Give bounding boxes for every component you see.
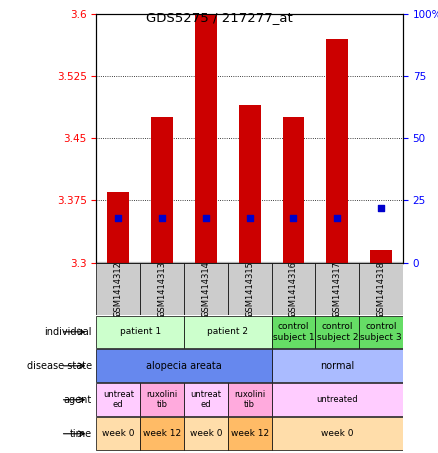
Text: agent: agent	[64, 395, 92, 405]
Bar	[272, 315, 315, 348]
Text: GSM1414318: GSM1414318	[377, 261, 385, 317]
Bar	[140, 383, 184, 416]
Text: week 12: week 12	[143, 429, 181, 438]
Text: control
subject 3: control subject 3	[360, 322, 402, 342]
Text: GDS5275 / 217277_at: GDS5275 / 217277_at	[145, 11, 293, 24]
Bar	[315, 315, 359, 348]
Bar	[96, 263, 140, 315]
Text: GSM1414316: GSM1414316	[289, 261, 298, 317]
Text: alopecia areata: alopecia areata	[146, 361, 222, 371]
Point	[334, 214, 341, 222]
Bar	[272, 383, 403, 416]
Text: untreated: untreated	[316, 395, 358, 404]
Text: normal: normal	[320, 361, 354, 371]
Text: week 0: week 0	[190, 429, 222, 438]
Point	[378, 204, 385, 212]
Bar	[96, 418, 140, 450]
Bar	[96, 350, 272, 382]
Bar	[228, 263, 272, 315]
Text: ruxolini
tib: ruxolini tib	[234, 390, 265, 410]
Bar	[272, 350, 403, 382]
Bar	[184, 315, 272, 348]
Text: GSM1414315: GSM1414315	[245, 261, 254, 317]
Bar	[326, 39, 348, 263]
Bar	[315, 263, 359, 315]
Bar	[283, 117, 304, 263]
Text: time: time	[70, 429, 92, 439]
Point	[159, 214, 166, 222]
Text: GSM1414313: GSM1414313	[158, 261, 166, 317]
Text: GSM1414312: GSM1414312	[114, 261, 123, 317]
Point	[246, 214, 253, 222]
Point	[202, 214, 209, 222]
Bar	[239, 105, 261, 263]
Text: untreat
ed: untreat ed	[191, 390, 221, 410]
Text: patient 1: patient 1	[120, 328, 161, 336]
Bar	[96, 383, 140, 416]
Text: untreat
ed: untreat ed	[103, 390, 134, 410]
Text: individual: individual	[45, 327, 92, 337]
Bar	[228, 383, 272, 416]
Text: patient 2: patient 2	[207, 328, 248, 336]
Bar	[107, 192, 129, 263]
Text: week 0: week 0	[102, 429, 134, 438]
Text: week 0: week 0	[321, 429, 353, 438]
Bar	[228, 418, 272, 450]
Bar	[184, 383, 228, 416]
Bar	[184, 263, 228, 315]
Bar	[151, 117, 173, 263]
Point	[290, 214, 297, 222]
Bar	[359, 315, 403, 348]
Text: control
subject 2: control subject 2	[317, 322, 358, 342]
Text: control
subject 1: control subject 1	[272, 322, 314, 342]
Text: GSM1414317: GSM1414317	[333, 261, 342, 317]
Bar	[184, 418, 228, 450]
Bar	[140, 418, 184, 450]
Bar	[359, 263, 403, 315]
Bar	[195, 14, 217, 263]
Text: week 12: week 12	[230, 429, 269, 438]
Bar	[272, 263, 315, 315]
Bar	[140, 263, 184, 315]
Text: GSM1414314: GSM1414314	[201, 261, 210, 317]
Bar	[272, 418, 403, 450]
Point	[115, 214, 122, 222]
Bar	[96, 315, 184, 348]
Text: ruxolini
tib: ruxolini tib	[146, 390, 178, 410]
Text: disease state: disease state	[27, 361, 92, 371]
Bar	[370, 250, 392, 263]
